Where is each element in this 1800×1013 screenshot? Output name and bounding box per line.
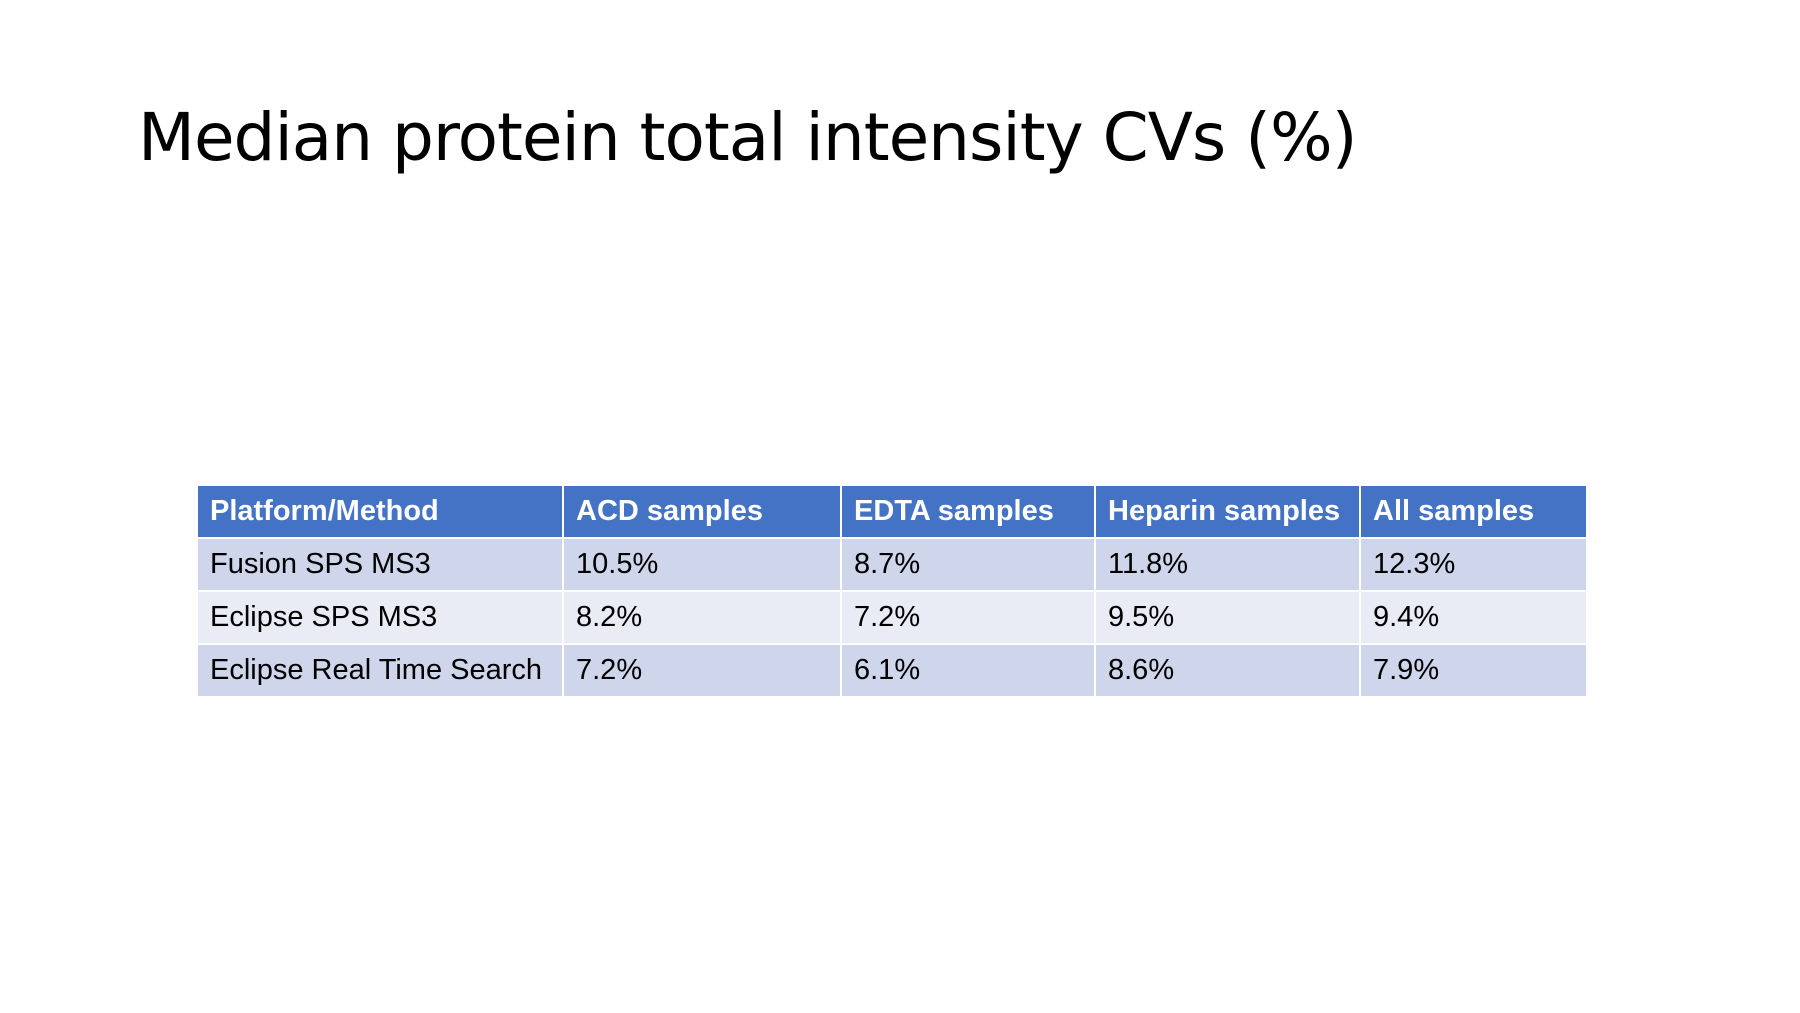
header-platform-method: Platform/Method bbox=[196, 484, 564, 539]
cell-edta: 7.2% bbox=[840, 590, 1096, 645]
cell-all: 7.9% bbox=[1359, 643, 1588, 698]
slide-title: Median protein total intensity CVs (%) bbox=[138, 99, 1357, 176]
cell-all: 12.3% bbox=[1359, 537, 1588, 592]
cell-platform: Eclipse SPS MS3 bbox=[196, 590, 564, 645]
cell-acd: 10.5% bbox=[562, 537, 842, 592]
header-heparin-samples: Heparin samples bbox=[1094, 484, 1361, 539]
table-row: Eclipse Real Time Search 7.2% 6.1% 8.6% … bbox=[196, 643, 1588, 698]
header-acd-samples: ACD samples bbox=[562, 484, 842, 539]
header-edta-samples: EDTA samples bbox=[840, 484, 1096, 539]
cell-heparin: 11.8% bbox=[1094, 537, 1361, 592]
table-row: Fusion SPS MS3 10.5% 8.7% 11.8% 12.3% bbox=[196, 537, 1588, 592]
cell-acd: 8.2% bbox=[562, 590, 842, 645]
cv-table-container: Platform/Method ACD samples EDTA samples… bbox=[196, 484, 1588, 698]
cell-edta: 6.1% bbox=[840, 643, 1096, 698]
cell-all: 9.4% bbox=[1359, 590, 1588, 645]
cell-edta: 8.7% bbox=[840, 537, 1096, 592]
header-all-samples: All samples bbox=[1359, 484, 1588, 539]
cv-table: Platform/Method ACD samples EDTA samples… bbox=[196, 484, 1588, 698]
cell-heparin: 8.6% bbox=[1094, 643, 1361, 698]
cell-platform: Fusion SPS MS3 bbox=[196, 537, 564, 592]
cell-platform: Eclipse Real Time Search bbox=[196, 643, 564, 698]
cell-acd: 7.2% bbox=[562, 643, 842, 698]
table-row: Eclipse SPS MS3 8.2% 7.2% 9.5% 9.4% bbox=[196, 590, 1588, 645]
table-header-row: Platform/Method ACD samples EDTA samples… bbox=[196, 484, 1588, 539]
cell-heparin: 9.5% bbox=[1094, 590, 1361, 645]
